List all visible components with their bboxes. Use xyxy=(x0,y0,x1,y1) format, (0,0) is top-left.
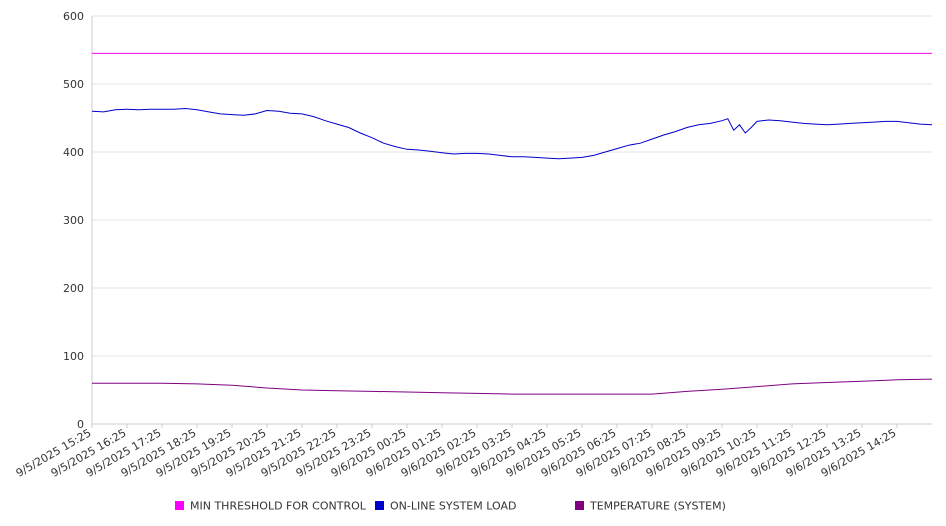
legend-label: ON-LINE SYSTEM LOAD xyxy=(390,500,516,513)
legend-label: MIN THRESHOLD FOR CONTROL xyxy=(190,500,367,513)
legend-item-0[interactable]: MIN THRESHOLD FOR CONTROL xyxy=(175,500,367,513)
legend-label: TEMPERATURE (SYSTEM) xyxy=(589,500,726,513)
legend-item-1[interactable]: ON-LINE SYSTEM LOAD xyxy=(375,500,516,513)
y-tick-label: 100 xyxy=(63,350,84,363)
series-line-1 xyxy=(91,107,933,160)
legend[interactable]: MIN THRESHOLD FOR CONTROL ON-LINE SYSTEM … xyxy=(175,500,726,513)
series-line-2 xyxy=(92,378,933,395)
y-tick-label: 400 xyxy=(63,146,84,159)
x-tick-labels: 9/5/2025 15:259/5/2025 16:259/5/2025 17:… xyxy=(14,424,899,480)
legend-swatch xyxy=(575,501,584,510)
y-tick-label: 500 xyxy=(63,78,84,91)
y-tick-labels: 0 100 200 300 400 500 600 xyxy=(63,10,84,431)
y-tick-label: 300 xyxy=(63,214,84,227)
legend-swatch xyxy=(175,501,184,510)
legend-swatch xyxy=(375,501,384,510)
gridlines xyxy=(92,15,932,357)
y-tick-label: 0 xyxy=(77,418,84,431)
series-lines xyxy=(91,52,933,395)
y-tick-label: 600 xyxy=(63,10,84,23)
y-tick-label: 200 xyxy=(63,282,84,295)
legend-item-2[interactable]: TEMPERATURE (SYSTEM) xyxy=(575,500,726,513)
